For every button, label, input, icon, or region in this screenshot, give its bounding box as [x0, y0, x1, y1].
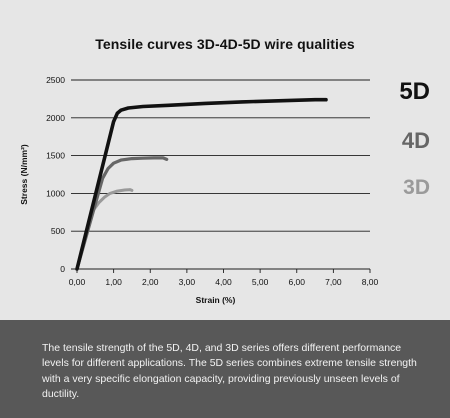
x-tick-label-3: 3,00	[179, 277, 196, 287]
description-text: The tensile strength of the 5D, 4D, and …	[42, 341, 422, 402]
y-tick-label-5: 2500	[46, 75, 65, 85]
x-tick-label-7: 7,00	[325, 277, 342, 287]
y-tick-label-3: 1500	[46, 151, 65, 161]
y-tick-label-2: 1000	[46, 188, 65, 198]
x-tick-label-8: 8,00	[362, 277, 379, 287]
legend-label-5d: 5D	[399, 78, 430, 105]
legend-label-3d: 3D	[403, 176, 430, 199]
x-tick-label-4: 4,00	[215, 277, 232, 287]
x-tick-label-2: 2,00	[142, 277, 159, 287]
x-axis-title: Strain (%)	[196, 295, 236, 305]
legend-label-4d: 4D	[402, 128, 430, 153]
series-line-5d	[77, 100, 326, 269]
tensile-chart: 5D 4D 3D 0 500 1000 1500 2000 2500 0,00 1,00 2,00 3…	[0, 0, 450, 320]
y-tick-label-1: 500	[51, 226, 65, 236]
y-tick-label-4: 2000	[46, 113, 65, 123]
x-tick-label-0: 0,00	[69, 277, 86, 287]
y-axis-title: Stress (N/mm²)	[19, 144, 29, 205]
x-tick-label-1: 1,00	[105, 277, 122, 287]
x-tick-label-5: 5,00	[252, 277, 269, 287]
y-tick-label-0: 0	[60, 264, 65, 274]
x-tick-label-6: 6,00	[288, 277, 305, 287]
